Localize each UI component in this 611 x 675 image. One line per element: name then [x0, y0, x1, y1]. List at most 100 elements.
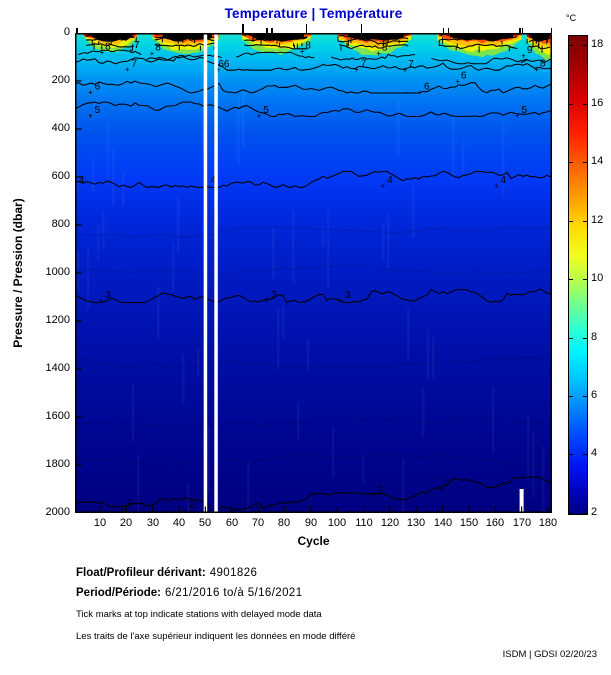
svg-text:7: 7 — [361, 59, 367, 70]
x-axis-tick-label: 170 — [512, 517, 532, 529]
svg-text:7: 7 — [134, 40, 140, 51]
y-axis-tick-label: 600 — [51, 170, 70, 182]
x-axis-tick-label: 10 — [93, 517, 107, 529]
y-axis-tick-label: 400 — [51, 122, 70, 134]
svg-text:7: 7 — [408, 59, 414, 70]
svg-text:+: + — [417, 88, 422, 97]
delayed-mode-tick — [519, 28, 521, 33]
svg-text:5: 5 — [263, 105, 269, 116]
svg-text:+: + — [300, 47, 305, 56]
colorbar-tick-label: 4 — [591, 447, 598, 459]
svg-text:+: + — [129, 47, 134, 56]
colorbar-tick-mark — [569, 279, 573, 280]
footer-period-value: 6/21/2016 to/à 5/16/2021 — [165, 587, 303, 599]
svg-text:+: + — [381, 181, 386, 190]
colorbar-tick-mark — [583, 162, 587, 163]
svg-text:+: + — [455, 77, 460, 86]
x-axis-tick-label: 70 — [251, 517, 265, 529]
footer-float-value: 4901826 — [209, 567, 258, 579]
svg-text:6: 6 — [461, 71, 467, 82]
svg-text:+: + — [88, 88, 93, 97]
svg-text:7: 7 — [132, 59, 138, 70]
colorbar-tick-label: 2 — [591, 506, 598, 518]
colorbar-tick-label: 14 — [591, 155, 604, 167]
colorbar-tick-label: 12 — [591, 214, 604, 226]
svg-text:+: + — [370, 491, 375, 500]
svg-text:8: 8 — [105, 42, 111, 53]
delayed-mode-tick — [360, 24, 363, 33]
svg-text:+: + — [257, 111, 262, 120]
plot-area: 7+7+6+6+5+5+5+4+4+4+4+3+3+3+2+2+2+2+8+7+… — [75, 33, 552, 513]
svg-text:2: 2 — [377, 485, 383, 496]
colorbar-unit-label: °C — [566, 13, 577, 23]
delayed-mode-tick — [305, 24, 308, 33]
y-axis-tick-label: 1200 — [45, 314, 70, 326]
y-axis-tick-label: 1000 — [45, 266, 70, 278]
chart-title: Temperature | Température — [224, 6, 403, 21]
colorbar-tick-mark — [583, 396, 587, 397]
svg-text:+: + — [150, 49, 155, 58]
svg-text:+: + — [265, 297, 270, 306]
delayed-mode-tick — [550, 28, 553, 33]
svg-text:4: 4 — [500, 175, 506, 186]
x-axis-tick-label: 60 — [225, 517, 239, 529]
colorbar — [568, 35, 588, 515]
svg-text:8: 8 — [305, 41, 311, 52]
colorbar-tick-mark — [569, 104, 573, 105]
colorbar-tick-mark — [583, 104, 587, 105]
x-axis-tick-label: 40 — [172, 517, 186, 529]
x-axis-tick-label: 150 — [459, 517, 479, 529]
svg-text:+: + — [88, 111, 93, 120]
svg-text:8: 8 — [540, 59, 546, 70]
y-axis-tick-label: 1400 — [45, 362, 70, 374]
x-axis-title: Cycle — [297, 534, 330, 548]
svg-text:6: 6 — [424, 81, 430, 92]
svg-text:3: 3 — [105, 290, 111, 301]
footer-period-line: Period/Période: 6/21/2016 to/à 5/16/2021 — [76, 587, 303, 599]
svg-text:3: 3 — [271, 290, 277, 301]
svg-text:2: 2 — [126, 498, 132, 509]
delayed-mode-tick — [242, 24, 244, 33]
x-axis-tick-label: 90 — [304, 517, 318, 529]
colorbar-tick-mark — [569, 454, 573, 455]
y-axis-tick-label: 800 — [51, 218, 70, 230]
delayed-mode-tick — [271, 28, 273, 33]
svg-text:5: 5 — [522, 105, 528, 116]
x-axis-tick-label: 140 — [433, 517, 453, 529]
y-axis-tick-label: 0 — [63, 26, 70, 38]
svg-text:+: + — [515, 111, 520, 120]
svg-text:3: 3 — [345, 290, 351, 301]
footer-float-label: Float/Profileur dérivant: — [76, 567, 206, 579]
y-axis-tick-label: 2000 — [45, 506, 70, 518]
y-axis-title: Pressure / Pression (dbar) — [11, 198, 25, 348]
svg-text:5: 5 — [95, 105, 101, 116]
colorbar-tick-mark — [583, 513, 587, 514]
svg-text:2: 2 — [189, 499, 195, 510]
delayed-mode-tick — [266, 28, 268, 33]
svg-text:+: + — [125, 65, 130, 74]
colorbar-tick-mark — [583, 454, 587, 455]
colorbar-tick-mark — [583, 279, 587, 280]
svg-text:9: 9 — [527, 45, 533, 56]
footer-float-line: Float/Profileur dérivant: 4901826 — [76, 567, 257, 579]
colorbar-tick-mark — [569, 338, 573, 339]
x-axis-tick-label: 20 — [119, 517, 133, 529]
colorbar-tick-mark — [583, 338, 587, 339]
svg-text:4: 4 — [79, 175, 85, 186]
colorbar-tick-label: 8 — [591, 331, 598, 343]
footer-period-label: Period/Période: — [76, 587, 161, 599]
svg-text:+: + — [403, 66, 408, 75]
colorbar-tick-mark — [569, 162, 573, 163]
x-axis-tick-label: 80 — [277, 517, 291, 529]
svg-text:+: + — [439, 485, 444, 494]
delayed-mode-tick — [521, 28, 524, 33]
footer-note-fr: Les traits de l'axe supérieur indiquent … — [76, 631, 356, 642]
delayed-mode-tick — [442, 28, 445, 33]
svg-text:+: + — [216, 66, 221, 75]
x-axis-tick-label: 100 — [327, 517, 347, 529]
svg-text:+: + — [120, 505, 125, 513]
colorbar-tick-mark — [569, 45, 573, 46]
svg-text:+: + — [376, 49, 381, 58]
y-axis-tick-label: 200 — [51, 74, 70, 86]
